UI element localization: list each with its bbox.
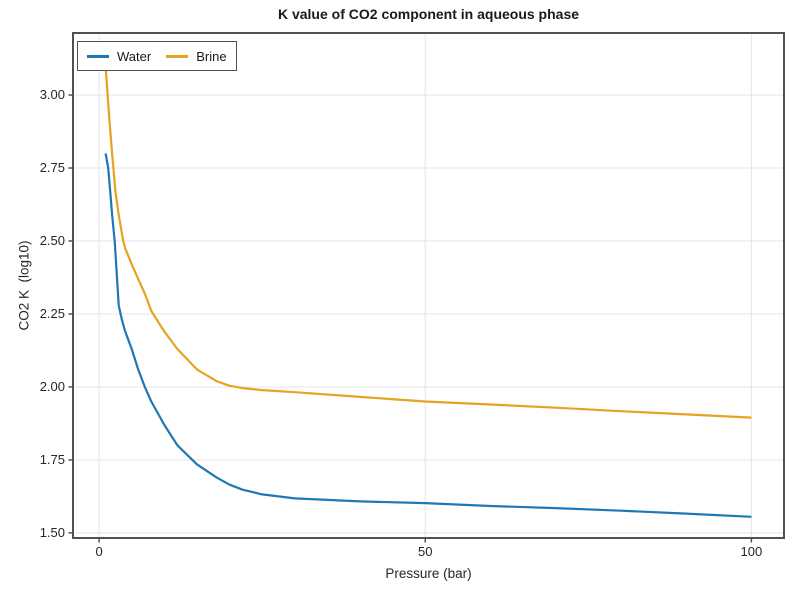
y-tick-label: 2.25: [39, 305, 65, 321]
x-axis-label: Pressure (bar): [385, 566, 472, 581]
water-line: [104, 153, 752, 518]
legend-label-water: Water: [117, 48, 152, 64]
legend-entry-water: Water: [87, 49, 151, 64]
x-tick-label: 50: [418, 544, 433, 559]
legend-entry-brine: Brine: [166, 48, 227, 64]
water-line-swatch: [87, 54, 109, 58]
y-axis-label: CO2 K (log10): [16, 240, 32, 331]
x-tick-label: 0: [95, 544, 103, 559]
y-tick-label: 3.00: [39, 87, 65, 103]
y-tick-label: 1.50: [39, 524, 65, 540]
chart-title: K value of CO2 component in aqueous phas…: [277, 6, 580, 22]
y-tick-label: 2.00: [39, 378, 65, 394]
y-tick-label: 2.75: [39, 160, 65, 175]
y-tick-label: 1.75: [39, 451, 65, 467]
brine-line: [104, 65, 752, 419]
y-tick-label: 2.50: [39, 232, 65, 248]
brine-line-swatch: [166, 54, 189, 58]
legend-label-brine: Brine: [196, 48, 227, 64]
legend: Water Brine: [77, 41, 237, 71]
axes-box: [72, 32, 785, 539]
x-tick-label: 100: [740, 544, 763, 559]
